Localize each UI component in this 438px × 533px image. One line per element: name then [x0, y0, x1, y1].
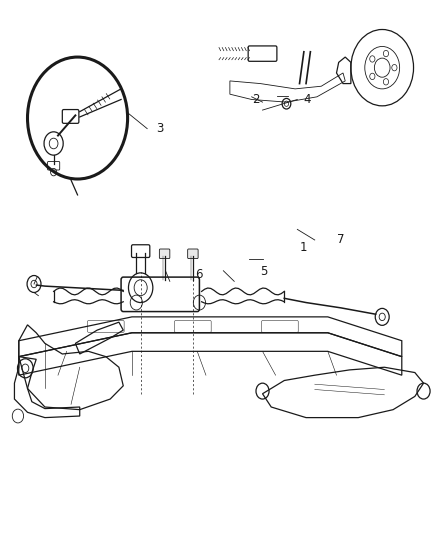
FancyBboxPatch shape [159, 249, 170, 259]
Text: 7: 7 [336, 233, 344, 246]
Text: 4: 4 [304, 93, 311, 106]
Text: 6: 6 [195, 268, 202, 281]
FancyBboxPatch shape [187, 249, 198, 259]
Text: 2: 2 [252, 93, 259, 106]
Text: 5: 5 [260, 265, 268, 278]
Text: 3: 3 [156, 122, 163, 135]
Text: 1: 1 [300, 241, 307, 254]
